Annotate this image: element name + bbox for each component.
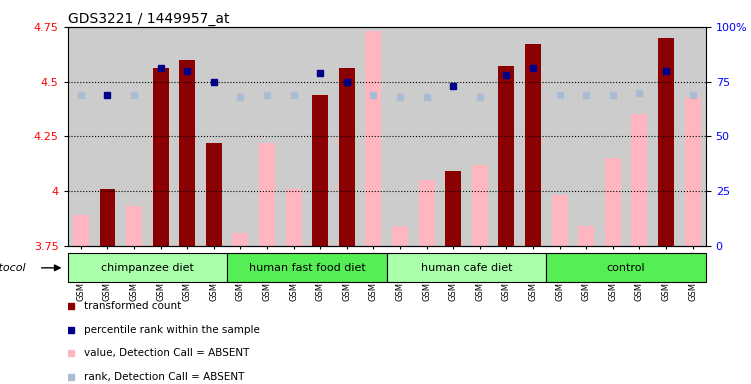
Bar xyxy=(445,171,461,246)
Text: value, Detection Call = ABSENT: value, Detection Call = ABSENT xyxy=(83,348,249,358)
Bar xyxy=(387,27,413,246)
Bar xyxy=(307,27,333,246)
Bar xyxy=(228,253,387,282)
Bar xyxy=(626,27,653,246)
Text: percentile rank within the sample: percentile rank within the sample xyxy=(83,325,259,335)
Text: GDS3221 / 1449957_at: GDS3221 / 1449957_at xyxy=(68,12,229,26)
Bar xyxy=(285,189,302,246)
Bar xyxy=(520,27,547,246)
Bar xyxy=(493,27,520,246)
Bar xyxy=(525,45,541,246)
Bar xyxy=(73,215,89,246)
Text: chimpanzee diet: chimpanzee diet xyxy=(101,263,194,273)
Bar xyxy=(419,180,435,246)
Text: control: control xyxy=(607,263,645,273)
Bar xyxy=(339,68,354,246)
Bar xyxy=(259,143,275,246)
Bar xyxy=(413,27,440,246)
Bar xyxy=(680,27,706,246)
Bar xyxy=(206,143,222,246)
Bar xyxy=(440,27,466,246)
Bar xyxy=(499,66,514,246)
Bar xyxy=(658,38,674,246)
Bar xyxy=(312,95,328,246)
Bar xyxy=(472,165,488,246)
Bar xyxy=(179,60,195,246)
Bar xyxy=(547,27,573,246)
Bar xyxy=(466,27,493,246)
Text: human fast food diet: human fast food diet xyxy=(249,263,365,273)
Bar xyxy=(578,226,594,246)
Bar xyxy=(174,27,201,246)
Text: rank, Detection Call = ABSENT: rank, Detection Call = ABSENT xyxy=(83,372,244,382)
Bar xyxy=(280,27,307,246)
Bar xyxy=(254,27,280,246)
Bar xyxy=(547,253,706,282)
Bar xyxy=(599,27,626,246)
Bar xyxy=(126,206,142,246)
Bar xyxy=(68,253,228,282)
Bar xyxy=(392,226,408,246)
Bar xyxy=(68,27,94,246)
Bar xyxy=(333,27,360,246)
Bar xyxy=(632,114,647,246)
Bar xyxy=(94,27,121,246)
Bar xyxy=(99,189,116,246)
Text: transformed count: transformed count xyxy=(83,301,181,311)
Bar xyxy=(121,27,147,246)
Bar xyxy=(387,253,547,282)
Bar xyxy=(552,195,568,246)
Text: protocol: protocol xyxy=(0,263,26,273)
Bar xyxy=(152,68,169,246)
Bar xyxy=(573,27,599,246)
Bar xyxy=(147,27,174,246)
Bar xyxy=(653,27,680,246)
Bar xyxy=(233,233,249,246)
Text: human cafe diet: human cafe diet xyxy=(421,263,512,273)
Bar xyxy=(685,97,701,246)
Bar xyxy=(366,31,382,246)
Bar xyxy=(360,27,387,246)
Bar xyxy=(228,27,254,246)
Bar xyxy=(605,158,621,246)
Bar xyxy=(201,27,228,246)
